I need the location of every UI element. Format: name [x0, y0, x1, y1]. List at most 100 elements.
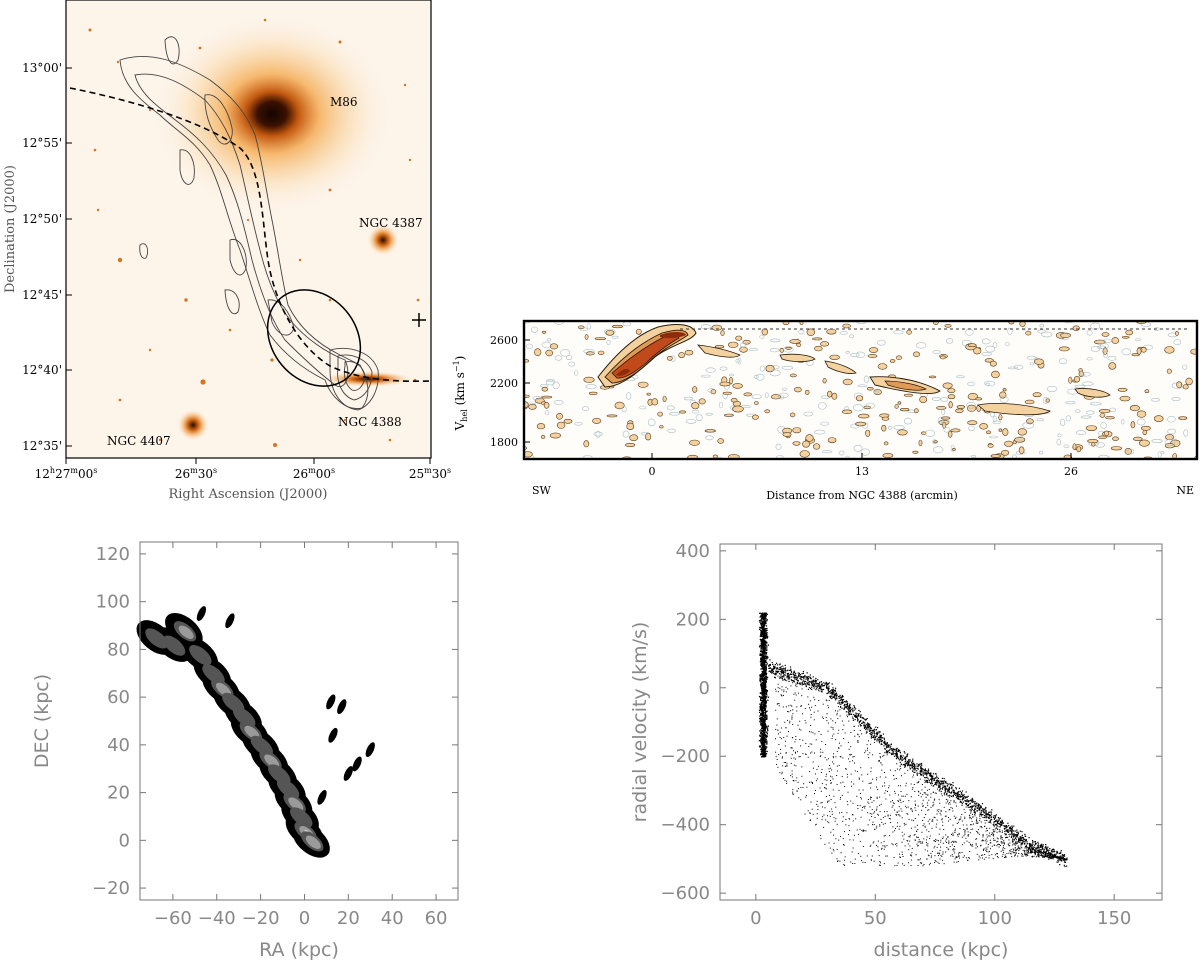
scatter-point [880, 842, 882, 844]
scatter-point [946, 782, 948, 785]
scatter-point [1056, 852, 1058, 854]
scatter-point [764, 711, 766, 714]
scatter-point [790, 669, 792, 672]
scatter-point [884, 741, 886, 743]
scatter-point [1032, 855, 1034, 857]
scatter-point [848, 748, 850, 750]
scatter-point [788, 680, 790, 682]
scatter-point [769, 670, 771, 672]
scatter-point [993, 839, 995, 841]
scatter-point [765, 736, 768, 738]
scatter-point [824, 787, 826, 789]
scatter-point [961, 851, 963, 853]
negative-contour [933, 446, 944, 454]
noise-contour [827, 390, 833, 398]
negative-contour [565, 355, 573, 360]
scatter-point [836, 712, 838, 714]
noise-contour [584, 334, 589, 340]
scatter-point [974, 808, 976, 810]
scatter-point [974, 811, 976, 813]
scatter-point [871, 736, 873, 738]
scatter-point [820, 686, 822, 688]
noise-contour [1024, 399, 1035, 405]
scatter-point [918, 794, 920, 796]
scatter-point [849, 707, 851, 709]
scatter-point [938, 840, 939, 842]
scatter-point [907, 769, 909, 771]
scatter-point [955, 856, 957, 858]
scatter-point [899, 765, 901, 767]
scatter-point [766, 641, 768, 643]
scatter-point [943, 781, 945, 783]
scatter-point [846, 801, 848, 803]
scatter-point [904, 752, 906, 754]
scatter-point [962, 801, 964, 803]
scatter-point [1032, 843, 1034, 845]
scatter-point [833, 692, 835, 694]
scatter-point [1031, 847, 1033, 848]
scatter-point [928, 823, 930, 825]
scatter-point [763, 749, 765, 751]
scatter-point [1004, 830, 1006, 833]
noise-contour [1111, 337, 1120, 344]
scatter-point [761, 711, 763, 713]
scatter-point [764, 739, 766, 741]
scatter-point [958, 857, 960, 859]
scatter-point [1024, 851, 1026, 853]
y-tick-label: 20 [107, 783, 130, 804]
scatter-point [886, 845, 888, 847]
scatter-point [847, 791, 849, 793]
scatter-point [866, 725, 868, 727]
scatter-point [870, 731, 872, 733]
scatter-point [795, 672, 797, 674]
scatter-point [1050, 850, 1052, 852]
scatter-point [925, 777, 927, 779]
scatter-point [926, 781, 928, 783]
scatter-point [1018, 841, 1020, 843]
scatter-point [901, 759, 903, 761]
scatter-point [763, 656, 765, 658]
scatter-point [835, 806, 837, 808]
scatter-point [897, 801, 899, 802]
scatter-point [1032, 851, 1034, 853]
scatter-point [880, 739, 882, 741]
scatter-point [935, 792, 937, 794]
scatter-point [764, 703, 766, 705]
scatter-point [810, 677, 812, 679]
noise-contour [805, 434, 814, 442]
scatter-point [1026, 841, 1028, 843]
x-tick-label: −60 [154, 908, 192, 929]
scatter-point [777, 670, 779, 672]
scatter-point [801, 684, 803, 686]
noise-contour [678, 352, 685, 359]
noise-contour [549, 343, 559, 350]
scatter-point [932, 773, 935, 775]
scatter-point [1013, 844, 1015, 846]
scatter-point [760, 632, 762, 634]
scatter-point [787, 673, 789, 675]
scatter-point [978, 859, 980, 861]
scatter-point [761, 660, 764, 662]
scatter-point [772, 667, 774, 670]
scatter-point [762, 688, 765, 691]
scatter-point [910, 865, 912, 867]
scatter-point [904, 758, 907, 760]
scatter-point [832, 687, 834, 689]
scatter-point [760, 699, 762, 702]
scatter-point [795, 683, 797, 685]
scatter-point [978, 806, 980, 808]
scatter-point [915, 854, 917, 856]
y-tick-label: 120 [96, 544, 130, 565]
noise-contour [720, 330, 725, 336]
scatter-point [822, 816, 824, 818]
scatter-point [921, 789, 923, 791]
scatter-point [820, 838, 822, 840]
scatter-point [760, 724, 762, 726]
scatter-point [934, 862, 936, 863]
negative-contour [585, 384, 597, 390]
scatter-point [999, 821, 1001, 823]
contour-level [178, 625, 194, 639]
scatter-point [852, 820, 854, 822]
scatter-point [805, 686, 807, 688]
scatter-point [762, 750, 765, 753]
